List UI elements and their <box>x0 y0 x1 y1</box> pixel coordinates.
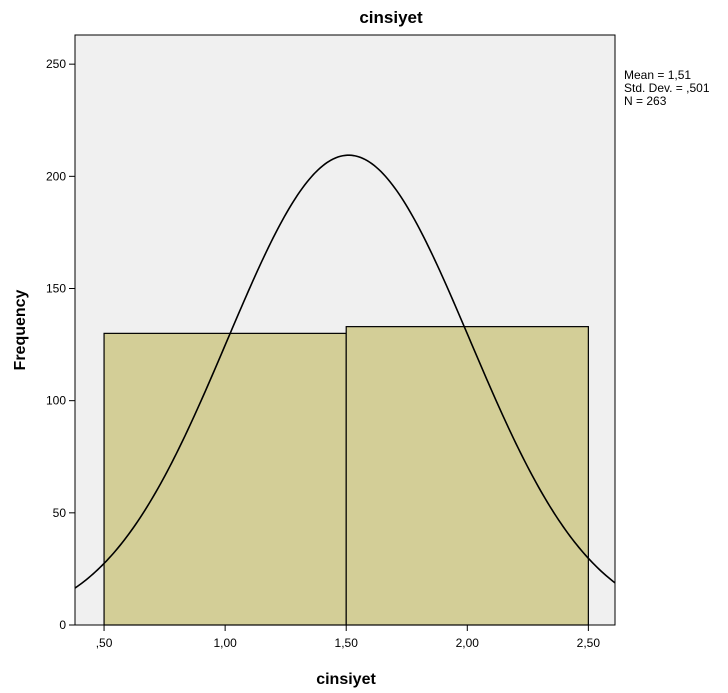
y-tick-label: 200 <box>46 169 66 183</box>
x-tick-label: 2,00 <box>456 636 480 650</box>
bars-group <box>103 326 589 626</box>
stats-n: N = 263 <box>624 94 667 108</box>
histogram-bar-1 <box>103 332 347 626</box>
x-tick-label: 2,50 <box>577 636 601 650</box>
normal-curve <box>74 154 616 589</box>
y-axis-ticks: 0 50 100 150 200 250 <box>46 57 75 632</box>
x-axis-title: cinsiyet <box>316 671 376 688</box>
stats-std-dev: Std. Dev. = ,501 <box>624 81 710 95</box>
histogram-bar-2 <box>345 326 589 626</box>
y-axis-title: Frequency <box>12 289 29 370</box>
y-tick-label: 250 <box>46 57 66 71</box>
y-tick-label: 0 <box>59 618 66 632</box>
x-tick-label: 1,00 <box>213 636 237 650</box>
stats-legend: Mean = 1,51 Std. Dev. = ,501 N = 263 <box>624 68 710 108</box>
x-tick-label: 1,50 <box>335 636 359 650</box>
y-tick-label: 50 <box>53 506 67 520</box>
stats-mean: Mean = 1,51 <box>624 68 691 82</box>
chart-title: cinsiyet <box>359 8 423 27</box>
y-tick-label: 100 <box>46 394 66 408</box>
x-tick-label: ,50 <box>96 636 113 650</box>
x-axis-ticks: ,50 1,00 1,50 2,00 2,50 <box>96 625 601 650</box>
y-tick-label: 150 <box>46 281 66 295</box>
